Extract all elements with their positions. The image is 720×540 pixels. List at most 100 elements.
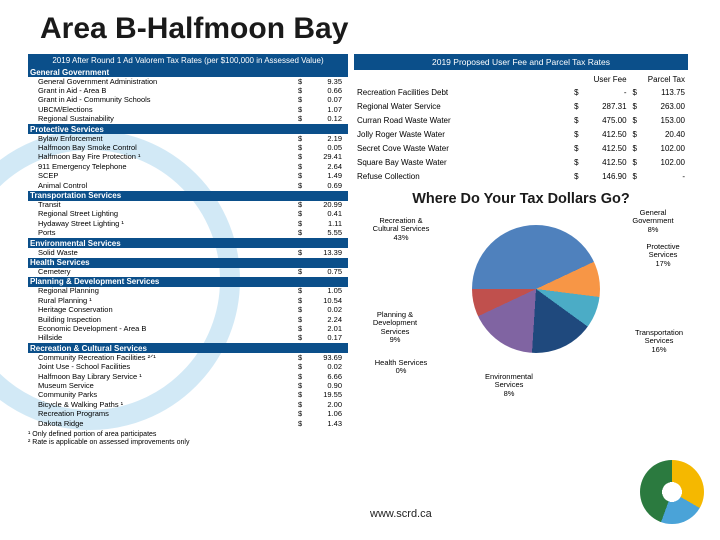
user-fee-value: 475.00 <box>582 113 630 127</box>
table-row: Community Parks$19.55 <box>28 391 348 400</box>
rate-value: 0.69 <box>306 181 348 190</box>
fee-name: Recreation Facilities Debt <box>354 85 571 99</box>
currency-symbol: $ <box>296 96 306 105</box>
rate-value: 0.17 <box>306 334 348 343</box>
table-row: Halfmoon Bay Fire Protection ¹$29.41 <box>28 153 348 162</box>
table-row: Secret Cove Waste Water$412.50$102.00 <box>354 141 688 155</box>
table-row: Regional Street Lighting$0.41 <box>28 210 348 219</box>
rate-value: 13.39 <box>306 248 348 257</box>
currency-symbol: $ <box>296 410 306 419</box>
fee-name: Refuse Collection <box>354 169 571 183</box>
page-title: Area B-Halfmoon Bay <box>0 0 720 54</box>
rate-label: Ports <box>28 229 296 238</box>
parcel-tax-value: 113.75 <box>640 85 688 99</box>
table-row: Regional Water Service$287.31$263.00 <box>354 99 688 113</box>
currency-symbol: $ <box>630 141 640 155</box>
rate-value: 0.02 <box>306 306 348 315</box>
section-header: Environmental Services <box>28 238 348 248</box>
left-column: 2019 After Round 1 Ad Valorem Tax Rates … <box>28 54 348 447</box>
rate-label: SCEP <box>28 172 296 181</box>
fee-name: Regional Water Service <box>354 99 571 113</box>
table-row: Hillside$0.17 <box>28 334 348 343</box>
currency-symbol: $ <box>296 181 306 190</box>
rate-label: Dakota Ridge <box>28 419 296 428</box>
rate-label: Regional Planning <box>28 287 296 296</box>
user-fee-value: 412.50 <box>582 155 630 169</box>
currency-symbol: $ <box>630 99 640 113</box>
currency-symbol: $ <box>630 85 640 99</box>
currency-symbol: $ <box>296 115 306 124</box>
table-row: Jolly Roger Waste Water$412.50$20.40 <box>354 127 688 141</box>
rate-label: 911 Emergency Telephone <box>28 162 296 171</box>
section-header: Protective Services <box>28 124 348 134</box>
parcel-tax-value: 20.40 <box>640 127 688 141</box>
pie-slice-label: TransportationServices16% <box>622 329 696 354</box>
rates-table: General GovernmentGeneral Government Adm… <box>28 67 348 428</box>
fees-col-parceltax: Parcel Tax <box>640 74 688 85</box>
rate-label: Economic Development - Area B <box>28 325 296 334</box>
currency-symbol: $ <box>296 210 306 219</box>
currency-symbol: $ <box>296 229 306 238</box>
rate-label: Recreation Programs <box>28 410 296 419</box>
rate-label: Community Parks <box>28 391 296 400</box>
parcel-tax-value: 153.00 <box>640 113 688 127</box>
footnotes: ¹ Only defined portion of area participa… <box>28 431 348 447</box>
currency-symbol: $ <box>571 155 581 169</box>
rate-value: 1.05 <box>306 287 348 296</box>
currency-symbol: $ <box>571 127 581 141</box>
rate-value: 1.43 <box>306 419 348 428</box>
pie-slice-label: Recreation &Cultural Services43% <box>364 217 438 242</box>
currency-symbol: $ <box>296 268 306 277</box>
rate-label: Halfmoon Bay Fire Protection ¹ <box>28 153 296 162</box>
rate-label: Regional Sustainability <box>28 115 296 124</box>
rate-label: Grant in Aid - Community Schools <box>28 96 296 105</box>
rate-label: Cemetery <box>28 268 296 277</box>
parcel-tax-value: 102.00 <box>640 155 688 169</box>
fee-name: Curran Road Waste Water <box>354 113 571 127</box>
fees-col-userfee: User Fee <box>582 74 630 85</box>
section-header: General Government <box>28 67 348 77</box>
currency-symbol: $ <box>571 99 581 113</box>
scrd-logo <box>640 460 704 524</box>
user-fee-value: 412.50 <box>582 141 630 155</box>
rate-value: 0.12 <box>306 115 348 124</box>
user-fee-value: 146.90 <box>582 169 630 183</box>
currency-symbol: $ <box>296 306 306 315</box>
table-row: Regional Sustainability$0.12 <box>28 115 348 124</box>
currency-symbol: $ <box>296 334 306 343</box>
rate-label: Joint Use - School Facilities <box>28 363 296 372</box>
fee-name: Secret Cove Waste Water <box>354 141 571 155</box>
table-row: Recreation Facilities Debt$-$113.75 <box>354 85 688 99</box>
fees-table-header: 2019 Proposed User Fee and Parcel Tax Ra… <box>354 54 688 70</box>
table-row: Regional Planning$1.05 <box>28 287 348 296</box>
rate-value: 5.55 <box>306 229 348 238</box>
footnote-line: ² Rate is applicable on assessed improve… <box>28 439 348 447</box>
rate-value: 1.49 <box>306 172 348 181</box>
rate-label: Hydaway Street Lighting ¹ <box>28 219 296 228</box>
pie-slice-label: EnvironmentalServices8% <box>472 373 546 398</box>
user-fee-value: 412.50 <box>582 127 630 141</box>
table-row: Recreation Programs$1.06 <box>28 410 348 419</box>
rate-value: 0.41 <box>306 210 348 219</box>
currency-symbol: $ <box>296 153 306 162</box>
currency-symbol: $ <box>296 419 306 428</box>
rate-value: 29.41 <box>306 153 348 162</box>
user-fee-value: 287.31 <box>582 99 630 113</box>
pie-slice-label: ProtectiveServices17% <box>626 243 700 268</box>
table-row: Curran Road Waste Water$475.00$153.00 <box>354 113 688 127</box>
currency-symbol: $ <box>296 363 306 372</box>
parcel-tax-value: 263.00 <box>640 99 688 113</box>
currency-symbol: $ <box>630 169 640 183</box>
table-row: Solid Waste$13.39 <box>28 248 348 257</box>
currency-symbol: $ <box>296 391 306 400</box>
table-row: SCEP$1.49 <box>28 172 348 181</box>
table-row: Square Bay Waste Water$412.50$102.00 <box>354 155 688 169</box>
rate-label: Animal Control <box>28 181 296 190</box>
table-row: Heritage Conservation$0.02 <box>28 306 348 315</box>
parcel-tax-value: 102.00 <box>640 141 688 155</box>
content-area: 2019 After Round 1 Ad Valorem Tax Rates … <box>0 54 720 447</box>
pie-chart: Recreation &Cultural Services43% Planning… <box>354 207 688 417</box>
fee-name: Jolly Roger Waste Water <box>354 127 571 141</box>
pie-slice-label: Planning &DevelopmentServices9% <box>358 311 432 344</box>
currency-symbol: $ <box>296 287 306 296</box>
